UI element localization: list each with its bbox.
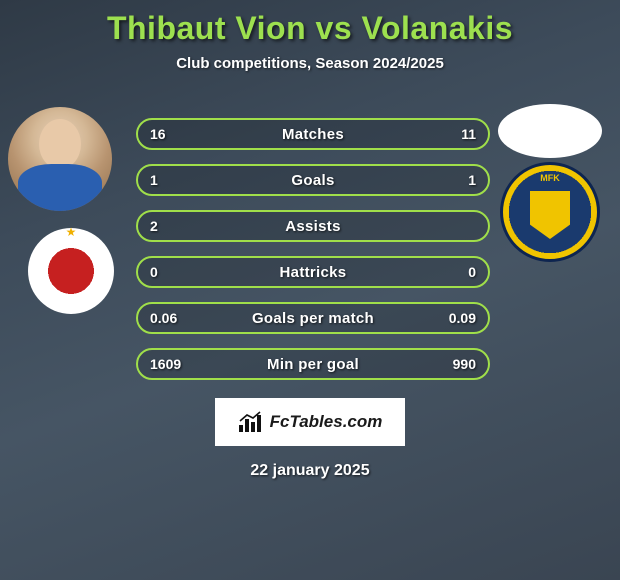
date-text: 22 january 2025 [250, 462, 369, 480]
stat-label: Assists [285, 218, 340, 235]
player2-avatar [498, 104, 602, 158]
player1-avatar [8, 107, 112, 211]
stat-bar: 2 Assists [136, 210, 490, 242]
stat-label: Goals per match [252, 310, 374, 327]
page-title: Thibaut Vion vs Volanakis [107, 10, 513, 47]
stat-value-p1: 16 [150, 126, 166, 142]
crest-label: MFK [540, 173, 560, 183]
stat-value-p1: 1609 [150, 356, 181, 372]
stat-bar: 16 Matches 11 [136, 118, 490, 150]
stat-bar: 1609 Min per goal 990 [136, 348, 490, 380]
stat-label: Goals [291, 172, 334, 189]
stat-label: Min per goal [267, 356, 359, 373]
stat-value-p2: 0 [468, 264, 476, 280]
stat-value-p1: 0.06 [150, 310, 177, 326]
stat-value-p2: 11 [461, 126, 476, 142]
stat-value-p1: 1 [150, 172, 158, 188]
comparison-area: MFK 16Matches111Goals12Assists0Hattricks… [0, 100, 620, 380]
stat-value-p2: 1 [468, 172, 476, 188]
player1-club-crest [28, 228, 114, 314]
player2-club-crest: MFK [500, 162, 600, 262]
stat-value-p2: 990 [453, 356, 476, 372]
stat-label: Hattricks [280, 264, 347, 281]
branding-box: FcTables.com [215, 398, 405, 446]
stat-value-p1: 2 [150, 218, 158, 234]
stat-bar: 1 Goals 1 [136, 164, 490, 196]
stat-value-p2: 0.09 [449, 310, 476, 326]
stat-bar: 0 Hattricks 0 [136, 256, 490, 288]
branding-text: FcTables.com [270, 412, 383, 432]
chart-icon [238, 411, 264, 433]
stat-bars: 16Matches111Goals12Assists0Hattricks00.0… [136, 118, 490, 380]
stat-label: Matches [282, 126, 344, 143]
crest-icon [43, 243, 99, 299]
stat-bar: 0.06 Goals per match 0.09 [136, 302, 490, 334]
stat-value-p1: 0 [150, 264, 158, 280]
page-subtitle: Club competitions, Season 2024/2025 [176, 55, 444, 72]
